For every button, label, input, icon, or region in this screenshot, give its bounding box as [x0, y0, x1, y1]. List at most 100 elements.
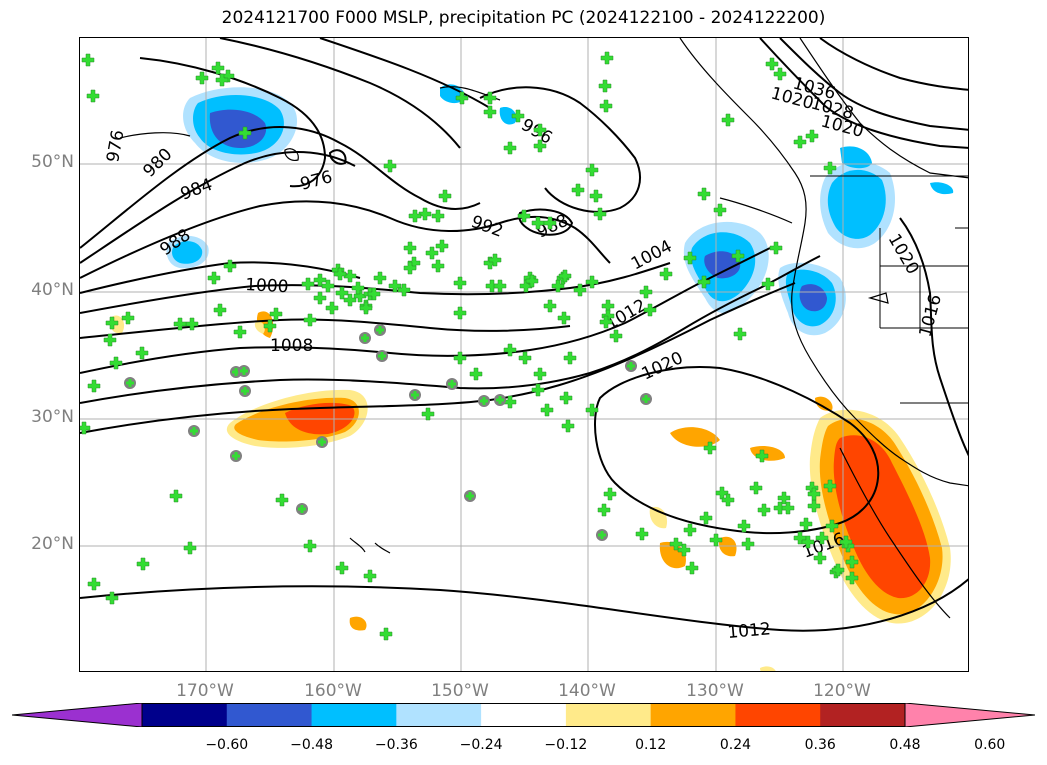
station-plus-marker: [659, 267, 673, 281]
colorbar-tick-label: −0.48: [290, 737, 333, 753]
colorbar-tick-label: 0.36: [804, 737, 836, 753]
station-plus-marker: [425, 246, 439, 260]
station-plus-marker: [731, 249, 745, 263]
station-circle-plus: [361, 334, 369, 342]
colorbar-segment: [481, 703, 567, 727]
station-plus-marker: [488, 253, 502, 267]
coastlines: [119, 38, 968, 619]
station-plus-marker: [761, 277, 775, 291]
station-plus-marker: [453, 351, 467, 365]
station-plus-marker: [321, 279, 335, 293]
station-circle-plus: [496, 396, 504, 404]
station-plus-marker: [403, 241, 417, 255]
station-plus-marker: [635, 527, 649, 541]
station-plus-marker: [135, 346, 149, 360]
station-plus-marker: [669, 537, 683, 551]
station-plus-marker: [80, 421, 91, 435]
colorbar-segment: [565, 703, 652, 727]
station-plus-marker: [585, 163, 599, 177]
station-plus-marker: [721, 493, 735, 507]
station-plus-marker: [173, 317, 187, 331]
colorbar-tick-label: −0.36: [374, 737, 418, 753]
station-plus-marker: [807, 487, 821, 501]
station-plus-marker: [733, 327, 747, 341]
station-plus-marker: [609, 329, 623, 343]
station-plus-marker: [755, 449, 769, 463]
station-plus-marker: [335, 561, 349, 575]
station-plus-marker: [713, 203, 727, 217]
station-plus-marker: [388, 279, 402, 293]
lon-label-150w: 150°W: [431, 681, 489, 701]
station-plus-marker: [531, 383, 545, 397]
colorbar: [11, 702, 1036, 731]
station-plus-marker: [263, 319, 277, 333]
station-plus-marker: [557, 311, 571, 325]
station-plus-marker: [593, 207, 607, 221]
station-plus-marker: [367, 287, 381, 301]
station-plus-marker: [531, 216, 545, 230]
station-circle-plus: [466, 492, 474, 500]
lon-label-130w: 130°W: [686, 681, 744, 701]
station-circle-plus: [126, 379, 134, 387]
station-plus-marker: [455, 91, 469, 105]
station-plus-marker: [781, 501, 795, 515]
station-plus-marker: [421, 407, 435, 421]
colorbar-tick-label: −0.24: [459, 737, 503, 753]
map-title: 2024121700 F000 MSLP, precipitation PC (…: [221, 8, 826, 28]
station-plus-marker: [303, 539, 317, 553]
colorbar-tick-label: 0.60: [974, 737, 1006, 753]
station-plus-marker: [483, 105, 497, 119]
station-plus-marker: [238, 126, 252, 140]
station-plus-marker: [813, 551, 827, 565]
station-plus-marker: [540, 403, 554, 417]
station-plus-marker: [703, 441, 717, 455]
station-plus-marker: [589, 189, 603, 203]
station-plus-marker: [807, 499, 821, 513]
map-panel[interactable]: 976 980 984 988 976 996 992 988 1000 100…: [79, 37, 969, 672]
colorbar-tick-label: −0.12: [544, 737, 588, 753]
map-canvas: 976 980 984 988 976 996 992 988 1000 100…: [80, 38, 968, 671]
station-plus-marker: [303, 313, 317, 327]
isobar-label: 984: [178, 175, 215, 205]
station-circle-plus: [240, 367, 248, 375]
lat-label-30n: 30°N: [31, 407, 74, 427]
station-plus-marker: [543, 299, 557, 313]
colorbar-segment: [226, 703, 313, 727]
station-plus-marker: [799, 517, 813, 531]
station-circle-plus: [642, 395, 650, 403]
station-plus-marker: [418, 207, 432, 221]
station-plus-marker: [431, 209, 445, 223]
station-plus-marker: [543, 216, 557, 230]
station-plus-marker: [685, 561, 699, 575]
station-plus-marker: [87, 379, 101, 393]
station-plus-marker: [603, 487, 617, 501]
station-plus-marker: [597, 503, 611, 517]
isobar-label: 1008: [270, 336, 313, 356]
colorbar-segment: [311, 703, 397, 727]
lon-label-170w: 170°W: [176, 681, 234, 701]
station-plus-marker: [207, 271, 221, 285]
isobar-label: 1020: [819, 112, 866, 143]
colorbar-segment: [820, 703, 906, 727]
station-plus-marker: [757, 503, 771, 517]
colorbar-svg: [11, 702, 1036, 728]
station-plus-marker: [558, 269, 572, 283]
station-plus-marker: [183, 541, 197, 555]
station-plus-marker: [765, 57, 779, 71]
station-plus-marker: [839, 535, 853, 549]
colorbar-tick-label: 0.24: [719, 737, 752, 753]
station-plus-marker: [749, 481, 763, 495]
isobar-label: 1020: [639, 348, 687, 384]
station-plus-marker: [683, 523, 697, 537]
station-plus-marker: [195, 71, 209, 85]
station-plus-marker: [585, 403, 599, 417]
station-plus-marker: [343, 293, 357, 307]
political-borders: [810, 175, 968, 404]
colorbar-arrow-right: [904, 702, 1036, 728]
station-plus-marker: [109, 356, 123, 370]
station-markers: [80, 51, 859, 641]
station-plus-marker: [639, 285, 653, 299]
station-circle-plus: [480, 397, 488, 405]
station-plus-marker: [801, 535, 815, 549]
station-plus-marker: [503, 343, 517, 357]
